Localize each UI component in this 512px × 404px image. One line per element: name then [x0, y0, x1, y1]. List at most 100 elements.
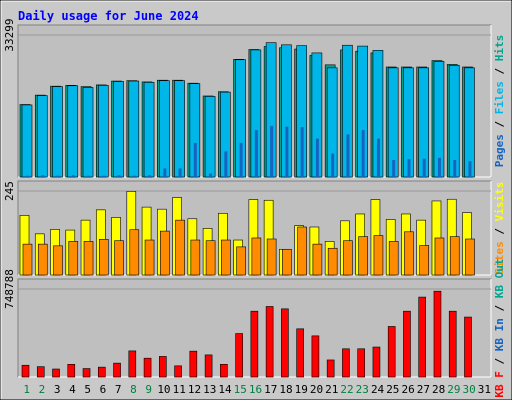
bar-sites-15 [236, 246, 246, 276]
x-tick-label: 30 [462, 383, 475, 396]
bar-pages-15 [239, 142, 243, 177]
chart-title: Daily usage for June 2024 [18, 9, 199, 23]
bar-pages-22 [346, 134, 350, 177]
bar-pages-4 [71, 175, 75, 177]
bar-files-3 [52, 86, 63, 178]
bar-pages-18 [285, 126, 289, 177]
bar-sites-5 [83, 241, 94, 276]
panel-legend: Sites / Visits [493, 182, 506, 275]
bar-sites-22 [343, 240, 353, 276]
bar-kbytes-9 [143, 357, 152, 378]
bar-sites-18 [282, 248, 292, 276]
bar-files-5 [82, 87, 94, 178]
panel-visits-sites: 245 Sites / Visits [3, 180, 506, 276]
bar-pages-30 [468, 161, 472, 177]
bar-sites-3 [53, 245, 63, 276]
x-tick-label: 22 [340, 383, 353, 396]
bar-sites-11 [175, 219, 185, 276]
x-tick-label: 1 [23, 383, 30, 396]
panel-legend: Pages / Files / Hits [493, 35, 506, 168]
legend-entry: KB In [493, 318, 506, 351]
bar-sites-17 [266, 238, 277, 276]
bar-files-6 [97, 85, 109, 178]
bar-kbytes-7 [113, 362, 121, 378]
bar-files-10 [159, 80, 170, 178]
x-tick-label: 25 [386, 383, 399, 396]
bar-kbytes-12 [189, 350, 198, 378]
bar-kbytes-20 [311, 335, 320, 378]
panel-hits-files-pages: 33299 Pages / Files / Hits [3, 18, 506, 178]
x-tick-label: 10 [157, 383, 170, 396]
x-tick-label: 16 [249, 383, 262, 396]
legend-entry: / [493, 61, 506, 81]
bar-pages-21 [331, 153, 335, 177]
x-tick-label: 28 [432, 383, 445, 396]
bar-sites-26 [404, 231, 414, 276]
legend-entry: Pages [493, 134, 506, 167]
bar-kbytes-27 [418, 296, 427, 378]
legend-entry: / [493, 298, 506, 318]
bar-files-11 [174, 80, 185, 178]
bar-sites-9 [144, 239, 155, 276]
x-tick-label: 11 [173, 383, 186, 396]
bar-kbytes-16 [250, 310, 259, 378]
x-tick-label: 27 [417, 383, 430, 396]
bar-sites-23 [358, 236, 368, 276]
bar-pages-28 [437, 157, 441, 177]
bar-files-8 [128, 80, 140, 178]
bar-files-30 [464, 67, 475, 178]
bar-kbytes-23 [357, 348, 365, 378]
bar-sites-28 [434, 237, 445, 276]
bar-sites-30 [465, 238, 475, 276]
x-tick-label: 13 [203, 383, 216, 396]
bar-kbytes-19 [296, 328, 304, 378]
x-tick-label: 26 [401, 383, 414, 396]
x-tick-label: 3 [54, 383, 61, 396]
bar-kbytes-17 [265, 306, 274, 378]
bar-kbytes-13 [204, 354, 213, 378]
bar-pages-2 [41, 175, 45, 177]
bar-kbytes-24 [372, 346, 381, 378]
bar-files-13 [204, 96, 216, 178]
bar-pages-27 [422, 158, 426, 177]
bar-files-2 [36, 95, 48, 178]
legend-entry: KB Out [493, 258, 506, 298]
bar-files-7 [113, 81, 124, 178]
y-max-label: 748788 [3, 269, 16, 309]
bar-kbytes-14 [220, 364, 228, 378]
x-tick-label: 31 [478, 383, 491, 396]
bar-pages-29 [453, 159, 457, 177]
bar-pages-17 [270, 125, 274, 177]
bar-pages-5 [87, 175, 91, 177]
bar-sites-2 [37, 243, 48, 276]
x-tick-label: 6 [100, 383, 107, 396]
bar-kbytes-15 [235, 333, 243, 378]
bar-kbytes-6 [97, 366, 106, 378]
bar-kbytes-25 [387, 326, 396, 378]
x-tick-label: 12 [188, 383, 201, 396]
legend-entry: Sites [493, 241, 506, 274]
bar-kbytes-5 [82, 368, 91, 378]
bar-kbytes-28 [433, 290, 442, 378]
bar-pages-6 [102, 175, 106, 177]
x-tick-label: 7 [115, 383, 122, 396]
bar-pages-11 [178, 168, 182, 177]
bar-pages-1 [26, 175, 29, 177]
x-tick-label: 21 [325, 383, 338, 396]
bar-pages-19 [300, 127, 304, 177]
bar-kbytes-2 [36, 366, 45, 378]
bar-pages-13 [209, 173, 213, 177]
x-tick-label: 23 [356, 383, 369, 396]
bar-pages-23 [361, 130, 365, 177]
bar-pages-26 [407, 159, 411, 177]
bar-pages-14 [224, 151, 228, 177]
x-tick-label: 5 [84, 383, 91, 396]
bar-kbytes-30 [464, 316, 472, 378]
y-max-label: 245 [3, 181, 16, 201]
bar-kbytes-1 [21, 364, 30, 378]
bar-pages-9 [148, 175, 152, 177]
bar-pages-10 [163, 168, 167, 177]
x-tick-label: 9 [145, 383, 152, 396]
bar-pages-3 [56, 175, 60, 177]
